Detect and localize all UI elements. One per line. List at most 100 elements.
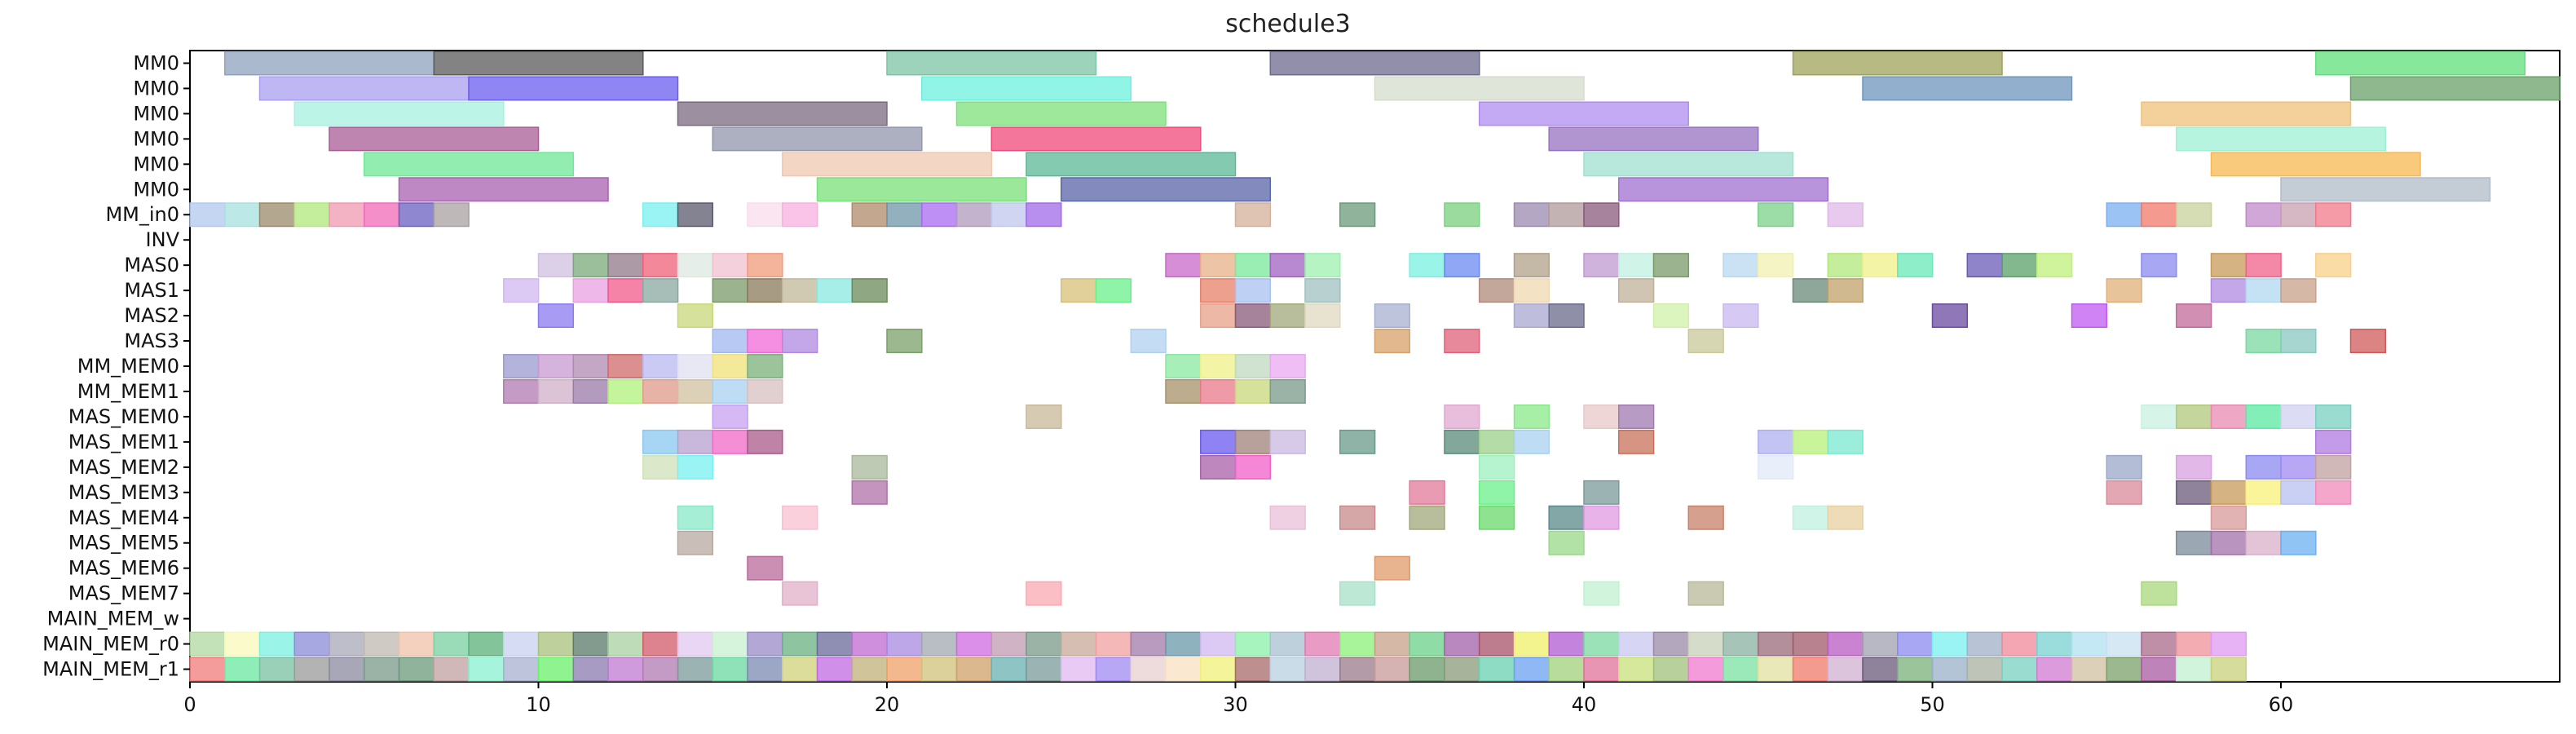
task-bar bbox=[1513, 303, 1550, 329]
task-bar bbox=[1409, 631, 1445, 657]
task-bar bbox=[607, 631, 644, 657]
task-bar bbox=[1966, 631, 2003, 657]
task-bar bbox=[2315, 253, 2352, 278]
task-bar bbox=[2280, 404, 2317, 429]
task-bar bbox=[1652, 253, 1690, 278]
task-bar bbox=[1200, 429, 1237, 454]
task-bar bbox=[1931, 657, 1969, 682]
y-tick-label: MAS_MEM2 bbox=[68, 456, 179, 479]
task-bar bbox=[1792, 505, 1829, 530]
task-bar bbox=[782, 505, 818, 530]
x-tick-label: 0 bbox=[183, 693, 196, 716]
task-bar bbox=[2176, 480, 2212, 505]
task-bar bbox=[851, 657, 888, 682]
task-bar bbox=[1374, 303, 1410, 329]
task-bar bbox=[2141, 631, 2177, 657]
task-bar bbox=[677, 101, 888, 126]
task-bar bbox=[224, 631, 261, 657]
task-bar bbox=[1827, 202, 1864, 228]
task-bar bbox=[607, 253, 644, 278]
task-bar bbox=[642, 378, 679, 404]
task-bar bbox=[1234, 253, 1272, 278]
task-bar bbox=[1758, 253, 1794, 278]
task-bar bbox=[2141, 404, 2177, 429]
task-bar bbox=[1165, 378, 1202, 404]
task-bar bbox=[1095, 278, 1132, 303]
task-bar bbox=[677, 657, 714, 682]
task-bar bbox=[1862, 76, 2073, 101]
task-bar bbox=[1130, 631, 1167, 657]
task-bar bbox=[1758, 202, 1794, 228]
task-bar bbox=[1339, 505, 1376, 530]
task-bar bbox=[1792, 278, 1829, 303]
task-bar bbox=[1862, 253, 1899, 278]
task-bar bbox=[1444, 657, 1480, 682]
task-bar bbox=[782, 329, 818, 354]
task-bar bbox=[816, 657, 854, 682]
task-bar bbox=[189, 202, 226, 228]
task-bar bbox=[2210, 480, 2247, 505]
task-bar bbox=[1269, 354, 1306, 379]
task-bar bbox=[921, 657, 958, 682]
task-bar bbox=[2141, 253, 2177, 278]
task-bar bbox=[747, 631, 783, 657]
task-bar bbox=[1095, 631, 1132, 657]
task-bar bbox=[1444, 429, 1480, 454]
task-bar bbox=[2315, 51, 2526, 76]
task-bar bbox=[2245, 329, 2282, 354]
task-bar bbox=[1792, 51, 2003, 76]
task-bar bbox=[921, 631, 958, 657]
task-bar bbox=[1758, 454, 1794, 480]
y-tick-label: MAS2 bbox=[124, 304, 179, 327]
task-bar bbox=[2036, 253, 2073, 278]
task-bar bbox=[1478, 505, 1515, 530]
task-bar bbox=[712, 126, 923, 152]
task-bar bbox=[2245, 480, 2282, 505]
task-bar bbox=[1200, 631, 1237, 657]
task-bar bbox=[2210, 404, 2247, 429]
task-bar bbox=[1269, 51, 1480, 76]
task-bar bbox=[1513, 429, 1550, 454]
task-bar bbox=[1200, 278, 1237, 303]
task-bar bbox=[1165, 354, 1202, 379]
task-bar bbox=[607, 657, 644, 682]
task-bar bbox=[189, 631, 226, 657]
task-bar bbox=[1618, 253, 1655, 278]
task-bar bbox=[921, 202, 958, 228]
y-tick-label: MM0 bbox=[133, 77, 179, 99]
x-tick-label: 10 bbox=[526, 693, 551, 716]
task-bar bbox=[1583, 631, 1620, 657]
task-bar bbox=[1444, 253, 1480, 278]
task-bar bbox=[503, 631, 540, 657]
task-bar bbox=[1548, 530, 1585, 555]
task-bar bbox=[1026, 657, 1062, 682]
task-bar bbox=[2141, 101, 2352, 126]
task-bar bbox=[851, 278, 888, 303]
task-bar bbox=[1827, 505, 1864, 530]
task-bar bbox=[747, 202, 783, 228]
task-bar bbox=[782, 657, 818, 682]
task-bar bbox=[1478, 101, 1689, 126]
task-bar bbox=[2315, 429, 2352, 454]
task-bar bbox=[1792, 631, 1829, 657]
task-bar bbox=[1583, 253, 1620, 278]
task-bar bbox=[1374, 329, 1410, 354]
task-bar bbox=[1618, 177, 1829, 202]
task-bar bbox=[398, 202, 435, 228]
task-bar bbox=[2141, 202, 2177, 228]
task-bar bbox=[572, 631, 609, 657]
task-bar bbox=[537, 253, 575, 278]
task-bar bbox=[1583, 152, 1794, 177]
task-bar bbox=[1478, 454, 1515, 480]
task-bar bbox=[677, 253, 714, 278]
task-bar bbox=[1827, 631, 1864, 657]
task-bar bbox=[1931, 631, 1969, 657]
task-bar bbox=[224, 657, 261, 682]
task-bar bbox=[189, 657, 226, 682]
task-bar bbox=[1409, 657, 1445, 682]
task-bar bbox=[677, 631, 714, 657]
task-bar bbox=[1165, 253, 1202, 278]
task-bar bbox=[782, 202, 818, 228]
task-bar bbox=[293, 631, 330, 657]
